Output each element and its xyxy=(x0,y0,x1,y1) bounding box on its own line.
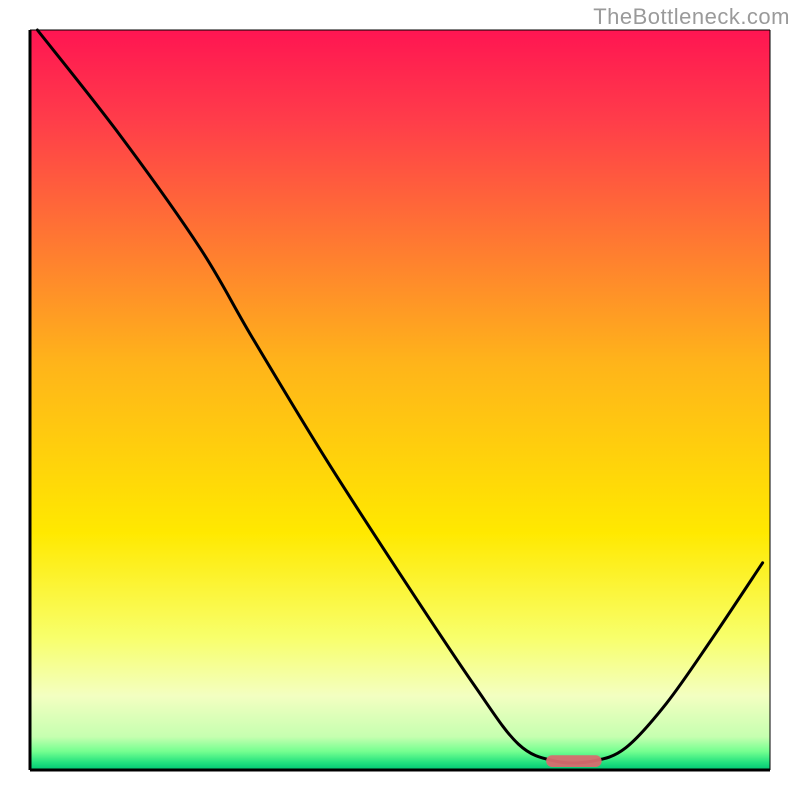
watermark-text: TheBottleneck.com xyxy=(593,4,790,30)
optimal-marker xyxy=(546,755,602,767)
plot-background xyxy=(30,30,770,770)
bottleneck-chart: TheBottleneck.com xyxy=(0,0,800,800)
chart-svg xyxy=(0,0,800,800)
